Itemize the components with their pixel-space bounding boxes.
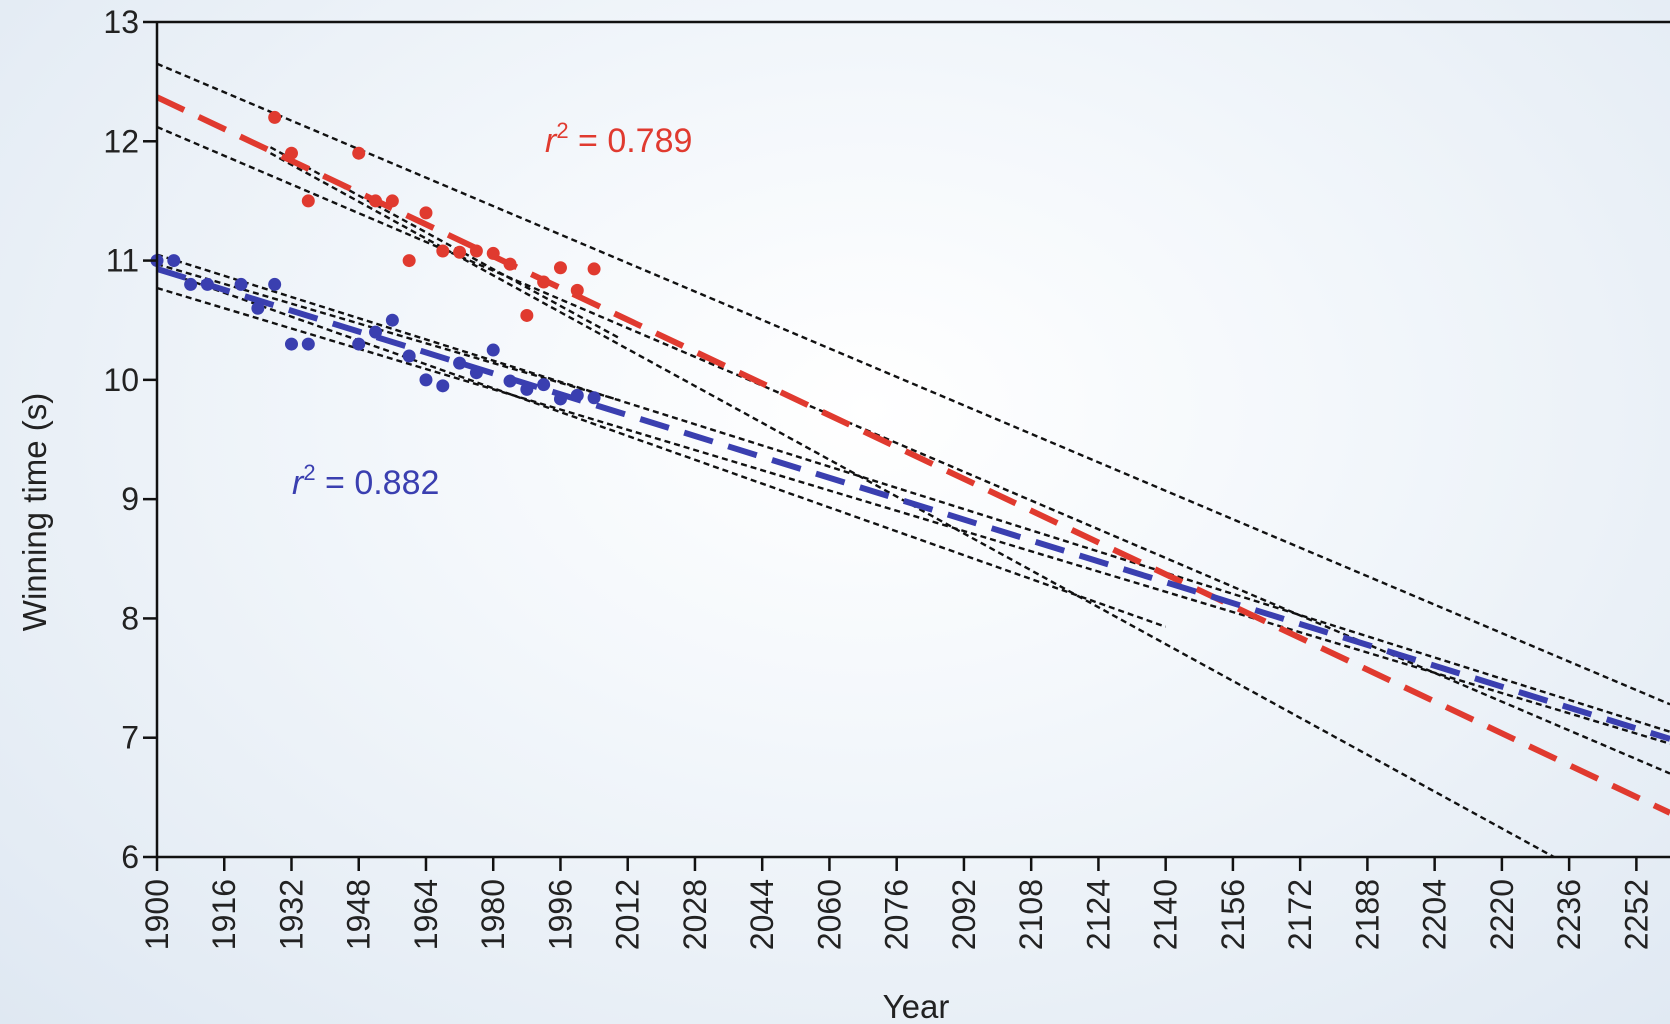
- x-tick-label: 2188: [1349, 879, 1385, 950]
- confidence-line-6: [157, 286, 1670, 745]
- red-point: [486, 246, 500, 260]
- confidence-line-3: [269, 146, 620, 340]
- blue-trend-line: [157, 266, 1670, 742]
- y-tick-label: 11: [106, 243, 139, 279]
- x-tick-label: 2076: [879, 879, 915, 950]
- blue-point: [234, 277, 248, 291]
- trend-lines: [157, 94, 1670, 816]
- blue-point: [251, 301, 265, 315]
- blue-point: [503, 374, 517, 388]
- blue-point: [369, 325, 383, 339]
- confidence-line-8: [157, 267, 1167, 628]
- y-axis-title: Winning time (s): [16, 393, 53, 631]
- blue-point: [402, 349, 416, 363]
- x-tick-label: 2044: [744, 879, 780, 950]
- blue-point: [352, 337, 366, 351]
- red-trend-line: [157, 94, 1670, 816]
- data-points: [150, 110, 601, 406]
- x-axis-title: Year: [883, 988, 950, 1024]
- y-tick-label: 9: [121, 481, 139, 517]
- blue-point: [184, 277, 198, 291]
- x-tick-label: 1916: [206, 879, 242, 950]
- blue-point: [167, 254, 181, 268]
- x-tick-label: 2236: [1551, 879, 1587, 950]
- r2-exponent: 2: [556, 118, 568, 143]
- red-point: [520, 308, 534, 322]
- blue-point: [553, 392, 567, 406]
- confidence-line-1: [157, 62, 1670, 706]
- x-tick-label: 2124: [1080, 879, 1116, 950]
- blue-point: [301, 337, 315, 351]
- x-tick-label: 1980: [475, 879, 511, 950]
- x-tick-label: 2092: [946, 879, 982, 950]
- x-tick-label: 2108: [1013, 879, 1049, 950]
- blue-point: [284, 337, 298, 351]
- x-tick-label: 1932: [273, 879, 309, 950]
- blue-point: [436, 379, 450, 393]
- y-tick-label: 10: [103, 362, 139, 398]
- x-tick-label: 2060: [811, 879, 847, 950]
- x-tick-label: 2028: [677, 879, 713, 950]
- blue-point: [486, 343, 500, 357]
- blue-point: [200, 277, 214, 291]
- x-tick-label: 2012: [610, 879, 646, 950]
- confidence-line-5: [157, 253, 1670, 733]
- red-point: [436, 244, 450, 258]
- x-tick-label: 1996: [542, 879, 578, 950]
- red-r2-label: r2 = 0.789: [545, 118, 692, 160]
- red-point: [301, 194, 315, 208]
- red-point: [553, 261, 567, 275]
- x-tick-label: 2140: [1148, 879, 1184, 950]
- x-tick-label: 2156: [1215, 879, 1251, 950]
- x-tick-label: 2220: [1484, 879, 1520, 950]
- red-point: [587, 262, 601, 276]
- red-point: [537, 275, 551, 289]
- blue-point: [537, 378, 551, 392]
- blue-point: [385, 313, 399, 327]
- x-tick-label: 2252: [1618, 879, 1654, 950]
- red-point: [453, 245, 467, 259]
- confidence-line-7: [157, 262, 620, 402]
- blue-r2-label: r2 = 0.882: [292, 460, 439, 502]
- r2-exponent: 2: [303, 460, 315, 485]
- red-point: [385, 194, 399, 208]
- y-tick-label: 13: [103, 4, 139, 40]
- x-tick-label: 1900: [139, 879, 175, 950]
- blue-point: [587, 391, 601, 405]
- r2-letter: r: [292, 464, 305, 502]
- red-point: [284, 146, 298, 160]
- y-tick-label: 6: [121, 839, 139, 875]
- r2-letter: r: [545, 122, 558, 160]
- red-point: [268, 110, 282, 124]
- confidence-line-2: [157, 125, 1670, 775]
- x-tick-label: 1948: [341, 879, 377, 950]
- y-tick-label: 8: [121, 600, 139, 636]
- red-point: [503, 257, 517, 271]
- x-tick-label: 2172: [1282, 879, 1318, 950]
- r2-value: = 0.882: [316, 464, 440, 502]
- red-point: [369, 194, 383, 208]
- x-tick-label: 2204: [1417, 879, 1453, 950]
- x-tick-label: 1964: [408, 879, 444, 950]
- red-point: [469, 244, 483, 258]
- confidence-lines: [157, 62, 1670, 857]
- red-point: [419, 206, 433, 220]
- confidence-line-4: [269, 152, 1557, 857]
- red-point: [402, 254, 416, 268]
- red-point: [352, 146, 366, 160]
- blue-point: [268, 277, 282, 291]
- blue-point: [570, 388, 584, 402]
- blue-point: [419, 373, 433, 387]
- y-tick-label: 7: [121, 720, 139, 756]
- r2-value: = 0.789: [569, 122, 693, 160]
- blue-point: [520, 382, 534, 396]
- blue-point: [469, 366, 483, 380]
- y-tick-label: 12: [103, 123, 139, 159]
- axes: [143, 20, 1670, 871]
- red-point: [570, 283, 584, 297]
- blue-point: [453, 356, 467, 370]
